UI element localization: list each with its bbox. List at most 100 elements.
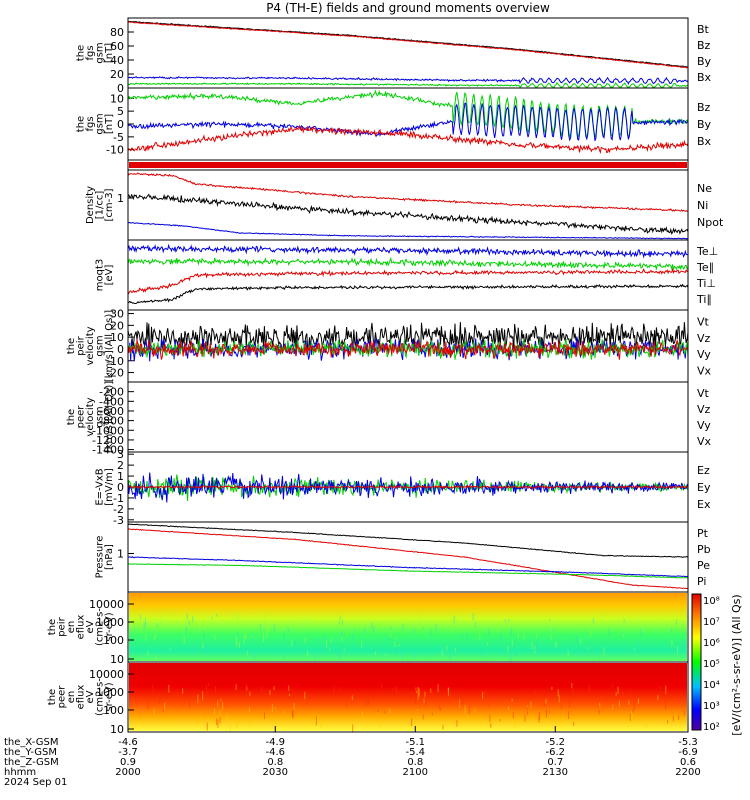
y-axis-label: [nT] <box>104 43 115 63</box>
y-axis-label: Pressure <box>95 536 106 579</box>
spectrogram-texture <box>622 632 624 637</box>
spectrogram-texture <box>558 695 560 703</box>
spectrogram-texture <box>413 629 415 635</box>
spectrogram-texture <box>620 649 622 654</box>
x-tick-label: 2000 <box>115 767 140 778</box>
spectrogram-texture <box>474 708 476 714</box>
x-row-label: the_Y-GSM <box>4 747 57 758</box>
spectrogram-texture <box>567 650 569 658</box>
spectrogram-texture <box>324 635 326 641</box>
spectrogram-texture <box>333 685 335 694</box>
spectrogram-texture <box>306 621 308 629</box>
spectrogram-texture <box>282 622 284 626</box>
spectrogram-texture <box>321 719 323 726</box>
spectrogram-texture <box>273 623 275 633</box>
spectrogram-texture <box>390 626 392 632</box>
spectrogram-texture <box>358 647 360 653</box>
y-axis-label: E=-VxB <box>95 468 106 505</box>
spectrogram-texture <box>375 651 377 655</box>
spectrogram-texture <box>354 628 356 632</box>
spectrogram-texture <box>575 634 577 643</box>
spectrogram-texture <box>424 691 426 698</box>
spectrogram-texture <box>497 629 499 633</box>
spectrogram-texture <box>339 687 341 693</box>
spectrogram-texture <box>394 686 396 690</box>
spectrogram-texture <box>487 642 489 646</box>
spectrogram-texture <box>316 637 318 644</box>
y-axis-label: gsm <box>95 42 106 63</box>
spectrogram-texture <box>630 691 632 696</box>
y-tick-label: 5 <box>117 105 124 118</box>
spectrogram-texture <box>487 629 489 636</box>
spectrogram-texture <box>350 697 352 703</box>
y-axis-label: (cm2-s- <box>95 608 106 646</box>
spectrogram-texture <box>638 640 640 646</box>
panel-frame <box>127 521 689 593</box>
spectrogram-texture <box>249 691 251 696</box>
spectrogram-texture <box>460 698 462 706</box>
legend-entry: Npot <box>697 216 724 229</box>
spectrogram-texture <box>422 714 424 720</box>
x-tick-label: 0.9 <box>120 757 136 768</box>
spectrogram-texture <box>678 715 680 720</box>
spectrogram-texture <box>592 618 594 624</box>
y-tick-label: 1000 <box>96 686 124 699</box>
spectrogram-texture <box>423 698 425 704</box>
spectrogram-texture <box>288 685 290 691</box>
spectrogram-texture <box>535 690 537 694</box>
spectrogram-texture <box>418 688 420 697</box>
spectrogram-texture <box>454 647 456 653</box>
spectrogram-texture <box>615 692 617 696</box>
series-line-By <box>127 81 689 88</box>
spectrogram-texture <box>287 626 289 634</box>
spectrogram-texture <box>351 695 353 701</box>
spectrogram-texture <box>427 653 429 657</box>
spectrogram-texture <box>211 616 213 620</box>
spectrogram-texture <box>667 720 669 724</box>
spectrogram-texture <box>181 694 183 698</box>
panel-p3 <box>127 159 689 171</box>
spectrogram-texture <box>271 703 273 712</box>
y-tick-label: 0 <box>117 343 124 356</box>
spectrogram-texture <box>419 615 421 621</box>
legend-entry: Ti∥ <box>696 293 712 306</box>
x-tick-label: -5.1 <box>406 737 426 748</box>
x-tick-label: 0.6 <box>680 757 696 768</box>
legend-entry: Pi <box>697 575 706 588</box>
spectrogram-texture <box>417 709 419 712</box>
spectrogram-texture <box>384 710 386 714</box>
spectrogram-texture <box>633 702 635 710</box>
spectrogram-texture <box>320 724 322 729</box>
spectrogram-texture <box>548 711 550 714</box>
band-fill <box>129 162 687 168</box>
spectrogram-texture <box>467 714 469 720</box>
x-tick-label: -5.2 <box>546 737 566 748</box>
spectrogram-texture <box>322 646 324 655</box>
spectrogram-texture <box>162 707 164 713</box>
spectrogram-texture <box>153 636 155 640</box>
spectrogram-texture <box>193 647 195 655</box>
spectrogram-texture <box>389 637 391 641</box>
spectrogram-texture <box>422 627 424 630</box>
spectrogram-texture <box>517 629 519 639</box>
legend-entry: Bx <box>697 135 712 148</box>
spectrogram-texture <box>480 651 482 658</box>
spectrogram-texture <box>217 719 219 728</box>
spectrogram-texture <box>665 701 667 710</box>
spectrogram-texture <box>231 613 233 617</box>
spectrogram-texture <box>363 692 365 699</box>
spectrogram-texture <box>317 714 319 721</box>
spectrogram-texture <box>305 616 307 624</box>
spectrogram-texture <box>545 709 547 718</box>
x-tick-label: 0.8 <box>407 757 423 768</box>
spectrogram-texture <box>466 633 468 641</box>
series-line-Ne <box>127 172 689 212</box>
spectrogram-texture <box>453 615 455 624</box>
spectrogram-texture <box>246 683 248 693</box>
spectrogram-texture <box>612 704 614 710</box>
y-tick-label: 1 <box>117 548 124 561</box>
spectrogram-texture <box>430 688 432 693</box>
y-axis-label: en <box>66 691 77 704</box>
spectrogram-texture <box>415 697 417 704</box>
